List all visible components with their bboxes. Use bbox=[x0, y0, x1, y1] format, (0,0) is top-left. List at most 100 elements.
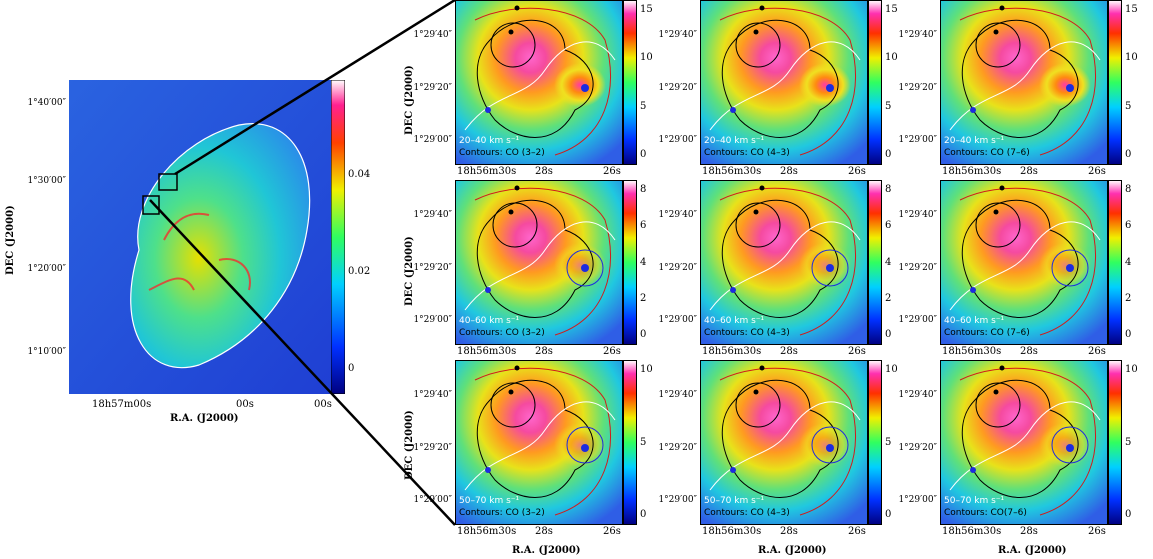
colorbar-tick-label: 6 bbox=[640, 220, 647, 232]
channel-map bbox=[940, 360, 1108, 525]
dec-tick-label: 1°29′40″ bbox=[658, 210, 697, 220]
contour-label: Contours: CO (7–6) bbox=[944, 328, 1030, 338]
grid-ra-axis-title: R.A. (J2000) bbox=[758, 545, 827, 556]
colorbar-tick-label: 6 bbox=[885, 220, 892, 232]
channel-colorbar bbox=[1108, 0, 1122, 165]
colorbar-tick-label: 15 bbox=[1125, 4, 1138, 15]
channel-colorbar bbox=[1108, 360, 1122, 525]
colorbar-tick-label: 10 bbox=[885, 364, 898, 375]
dec-tick-label: 1°29′20″ bbox=[658, 83, 697, 93]
ra-tick-label: 18h56m30s bbox=[942, 166, 1002, 177]
overview-colorbar-tick-label: 0 bbox=[348, 363, 355, 374]
ra-tick-label: 26s bbox=[848, 166, 866, 177]
colorbar-tick-label: 0 bbox=[640, 329, 647, 340]
ra-tick-label: 26s bbox=[1088, 166, 1106, 177]
ra-tick-label: 18h56m30s bbox=[942, 346, 1002, 357]
colorbar-tick-label: 0 bbox=[885, 509, 892, 520]
velocity-label: 50–70 km s⁻¹ bbox=[459, 496, 520, 506]
dec-tick-label: 1°29′40″ bbox=[658, 30, 697, 40]
dec-tick-label: 1°29′40″ bbox=[898, 390, 937, 400]
channel-colorbar bbox=[623, 0, 637, 165]
ra-tick-label: 26s bbox=[1088, 526, 1106, 537]
colorbar-tick-label: 4 bbox=[640, 256, 647, 268]
dec-tick-label: 1°29′40″ bbox=[413, 30, 452, 40]
velocity-label: 50–70 km s⁻¹ bbox=[944, 496, 1005, 506]
colorbar-tick-label: 5 bbox=[640, 100, 647, 112]
colorbar-tick-label: 10 bbox=[1125, 364, 1138, 375]
channel-colorbar bbox=[868, 180, 882, 345]
contour-label: Contours: CO(7–6) bbox=[944, 508, 1027, 518]
grid-dec-axis-title: DEC (J2000) bbox=[404, 410, 415, 480]
colorbar-tick-label: 2 bbox=[885, 292, 892, 304]
ra-tick-label: 28s bbox=[1020, 166, 1038, 177]
channel-map bbox=[455, 360, 623, 525]
velocity-label: 20–40 km s⁻¹ bbox=[944, 136, 1005, 146]
colorbar-tick-label: 8 bbox=[1125, 184, 1132, 195]
overview-colorbar-tick-label: 0.04 bbox=[348, 169, 371, 180]
ra-tick-label: 26s bbox=[603, 526, 621, 537]
colorbar-tick-label: 10 bbox=[1125, 52, 1138, 64]
channel-colorbar bbox=[868, 360, 882, 525]
colorbar-tick-label: 4 bbox=[1125, 256, 1132, 268]
velocity-label: 40–60 km s⁻¹ bbox=[944, 316, 1005, 326]
ra-tick-label: 18h56m30s bbox=[457, 166, 517, 177]
colorbar-tick-label: 0 bbox=[1125, 149, 1132, 160]
ra-tick-label: 28s bbox=[1020, 346, 1038, 357]
contour-label: Contours: CO (4–3) bbox=[704, 328, 790, 338]
velocity-label: 50–70 km s⁻¹ bbox=[704, 496, 765, 506]
overview-colorbar-tick-label: 0.02 bbox=[348, 266, 371, 277]
ra-tick-label: 18h56m30s bbox=[702, 346, 762, 357]
contour-label: Contours: CO (3–2) bbox=[459, 148, 545, 158]
dec-tick-label: 1°29′00″ bbox=[413, 315, 452, 325]
channel-colorbar bbox=[1108, 180, 1122, 345]
channel-map bbox=[700, 180, 868, 345]
overview-colorbar bbox=[331, 80, 345, 394]
dec-tick-label: 1°29′00″ bbox=[898, 495, 937, 505]
dec-tick-label: 1°29′00″ bbox=[898, 135, 937, 145]
ra-tick-label: 18h56m30s bbox=[457, 346, 517, 357]
overview-ra-tick-label: 18h57m00s bbox=[92, 399, 152, 410]
colorbar-tick-label: 5 bbox=[1125, 436, 1132, 448]
ra-tick-label: 26s bbox=[848, 346, 866, 357]
colorbar-tick-label: 2 bbox=[1125, 292, 1132, 304]
velocity-label: 40–60 km s⁻¹ bbox=[704, 316, 765, 326]
colorbar-tick-label: 5 bbox=[885, 436, 892, 448]
dec-tick-label: 1°29′00″ bbox=[658, 495, 697, 505]
channel-map bbox=[700, 360, 868, 525]
channel-map bbox=[455, 180, 623, 345]
ra-tick-label: 18h56m30s bbox=[702, 166, 762, 177]
ra-tick-label: 28s bbox=[535, 346, 553, 357]
dec-tick-label: 1°29′20″ bbox=[898, 443, 937, 453]
overview-dec-tick-label: 1°10′00″ bbox=[27, 347, 66, 357]
dec-tick-label: 1°29′00″ bbox=[898, 315, 937, 325]
overview-dec-tick-label: 1°40′00″ bbox=[27, 98, 66, 108]
ra-tick-label: 26s bbox=[1088, 346, 1106, 357]
ra-tick-label: 18h56m30s bbox=[457, 526, 517, 537]
channel-map bbox=[455, 0, 623, 165]
dec-tick-label: 1°29′20″ bbox=[898, 83, 937, 93]
contour-label: Contours: CO (4–3) bbox=[704, 508, 790, 518]
colorbar-tick-label: 5 bbox=[1125, 100, 1132, 112]
ra-tick-label: 28s bbox=[780, 526, 798, 537]
colorbar-tick-label: 15 bbox=[640, 4, 653, 15]
dec-tick-label: 1°29′20″ bbox=[413, 83, 452, 93]
colorbar-tick-label: 8 bbox=[640, 184, 647, 195]
overview-dec-tick-label: 1°30′00″ bbox=[27, 176, 66, 186]
dec-tick-label: 1°29′20″ bbox=[658, 443, 697, 453]
channel-map bbox=[700, 0, 868, 165]
dec-tick-label: 1°29′00″ bbox=[658, 315, 697, 325]
dec-tick-label: 1°29′20″ bbox=[898, 263, 937, 273]
channel-map bbox=[940, 0, 1108, 165]
colorbar-tick-label: 10 bbox=[640, 364, 653, 375]
colorbar-tick-label: 2 bbox=[640, 292, 647, 304]
velocity-label: 20–40 km s⁻¹ bbox=[704, 136, 765, 146]
dec-tick-label: 1°29′00″ bbox=[413, 135, 452, 145]
dec-tick-label: 1°29′20″ bbox=[658, 263, 697, 273]
colorbar-tick-label: 10 bbox=[885, 52, 898, 64]
overview-ra-tick-label: 00s bbox=[236, 399, 254, 410]
grid-dec-axis-title: DEC (J2000) bbox=[404, 236, 415, 306]
contour-label: Contours: CO (3–2) bbox=[459, 508, 545, 518]
colorbar-tick-label: 6 bbox=[1125, 220, 1132, 232]
dec-tick-label: 1°29′40″ bbox=[413, 210, 452, 220]
